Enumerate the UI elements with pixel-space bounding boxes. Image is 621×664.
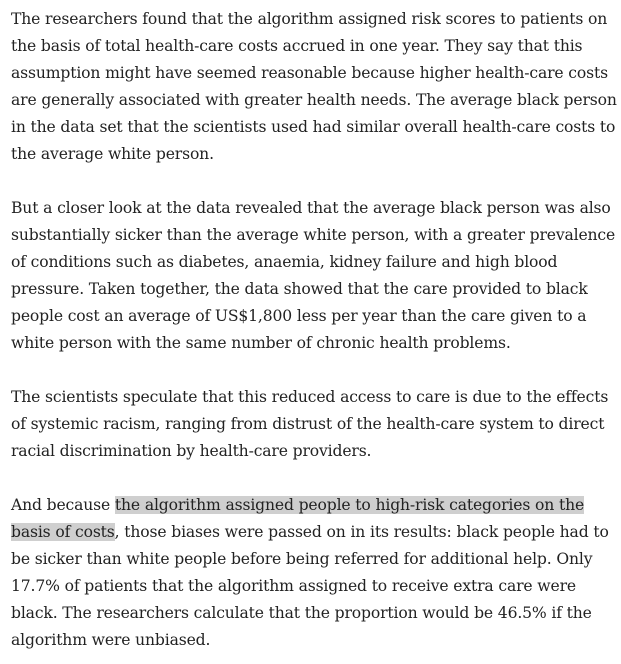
paragraph-1: The researchers found that the algorithm… (11, 10, 617, 163)
paragraph-4-lead: And because (11, 496, 115, 514)
paragraph-3: The scientists speculate that this reduc… (11, 388, 609, 460)
article-body: The researchers found that the algorithm… (11, 6, 617, 654)
paragraph-2: But a closer look at the data revealed t… (11, 199, 616, 352)
paragraph-4: And because the algorithm assigned peopl… (11, 492, 617, 654)
paragraph-4-rest: , those biases were passed on in its res… (11, 523, 609, 649)
